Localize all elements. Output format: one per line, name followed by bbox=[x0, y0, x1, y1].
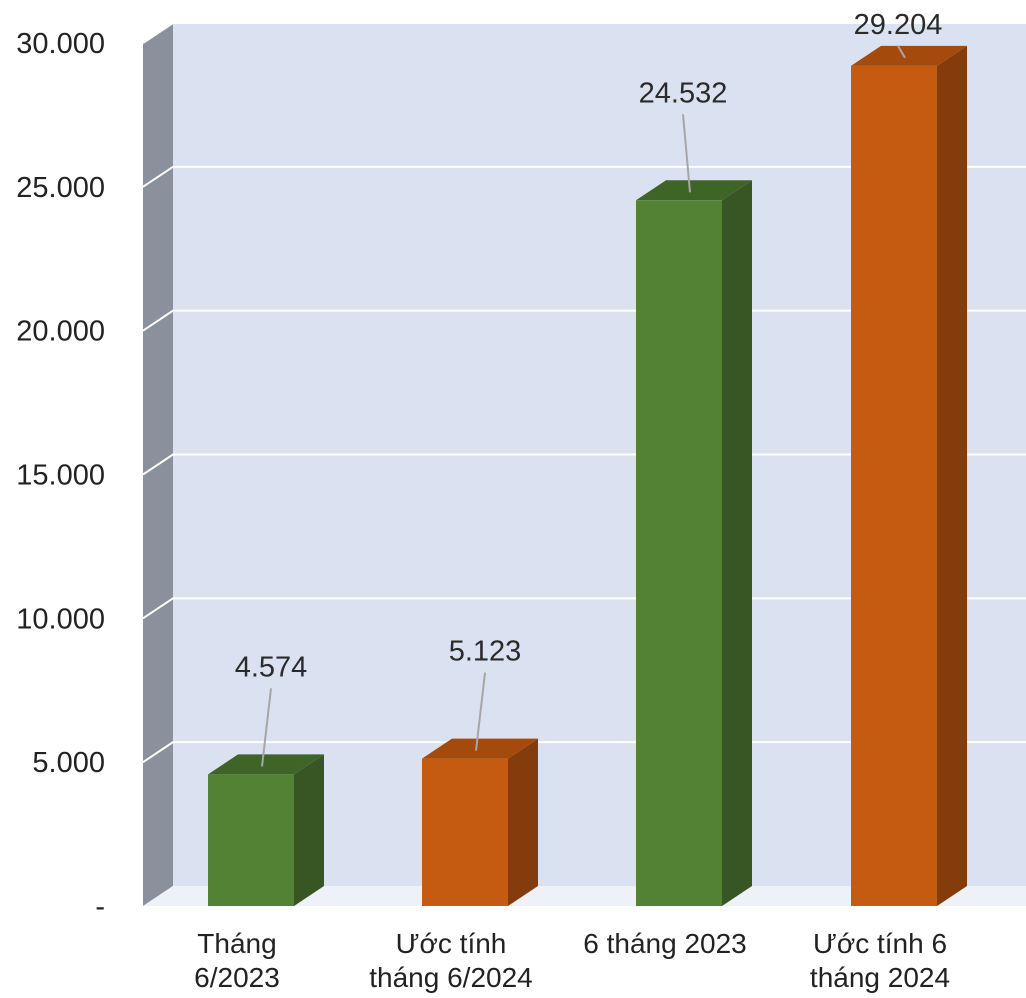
x-tick-label-line: Tháng bbox=[197, 928, 276, 959]
bar-top bbox=[851, 45, 967, 66]
x-tick-label-line: 6/2023 bbox=[194, 962, 280, 993]
bar bbox=[422, 738, 538, 906]
floor bbox=[143, 886, 1026, 906]
x-tick-label-line: tháng 2024 bbox=[810, 962, 950, 993]
data-label: 24.532 bbox=[639, 77, 728, 109]
gridline bbox=[142, 22, 1026, 44]
x-tick-label: Ước tính tháng 6/2024 bbox=[369, 928, 533, 993]
bar-top bbox=[636, 180, 752, 201]
y-tick-label: 20.000 bbox=[16, 316, 105, 348]
y-tick-label: 30.000 bbox=[16, 28, 105, 60]
y-tick-label: - bbox=[95, 891, 105, 923]
bar-front bbox=[422, 758, 508, 906]
bar bbox=[851, 45, 967, 907]
data-label-leader bbox=[897, 45, 906, 59]
data-label-leader bbox=[261, 688, 272, 767]
data-label: 5.123 bbox=[449, 636, 522, 668]
data-label: 4.574 bbox=[235, 651, 308, 683]
x-tick-label-line: Ước tính 6 bbox=[813, 928, 947, 959]
bar-side bbox=[508, 738, 538, 906]
y-tick-label: 15.000 bbox=[16, 460, 105, 492]
bar-front bbox=[208, 774, 294, 906]
gridline bbox=[142, 165, 1026, 188]
data-label-leader bbox=[682, 114, 691, 193]
y-tick-label: 25.000 bbox=[16, 172, 105, 204]
bar bbox=[636, 180, 752, 906]
bar-side bbox=[722, 180, 752, 906]
x-tick-label: Tháng 6/2023 bbox=[194, 928, 280, 993]
x-tick-label-line: tháng 6/2024 bbox=[369, 962, 533, 993]
y-tick-label: 5.000 bbox=[32, 747, 105, 779]
bar-top bbox=[208, 754, 324, 775]
bar-side bbox=[937, 45, 967, 907]
bar-side bbox=[294, 754, 324, 906]
data-label: 29.204 bbox=[854, 9, 943, 41]
bar bbox=[208, 754, 324, 906]
bar-front bbox=[851, 65, 937, 907]
bar-front bbox=[636, 200, 722, 906]
x-tick-label: Ước tính 6 tháng 2024 bbox=[810, 928, 950, 993]
data-label-leader bbox=[475, 672, 486, 751]
x-tick-label: 6 tháng 2023 bbox=[583, 928, 747, 959]
x-tick-label-line: 6 tháng 2023 bbox=[583, 928, 747, 959]
y-tick-label: 10.000 bbox=[16, 603, 105, 635]
bar-top bbox=[422, 738, 538, 759]
x-tick-label-line: Ước tính bbox=[396, 928, 507, 959]
